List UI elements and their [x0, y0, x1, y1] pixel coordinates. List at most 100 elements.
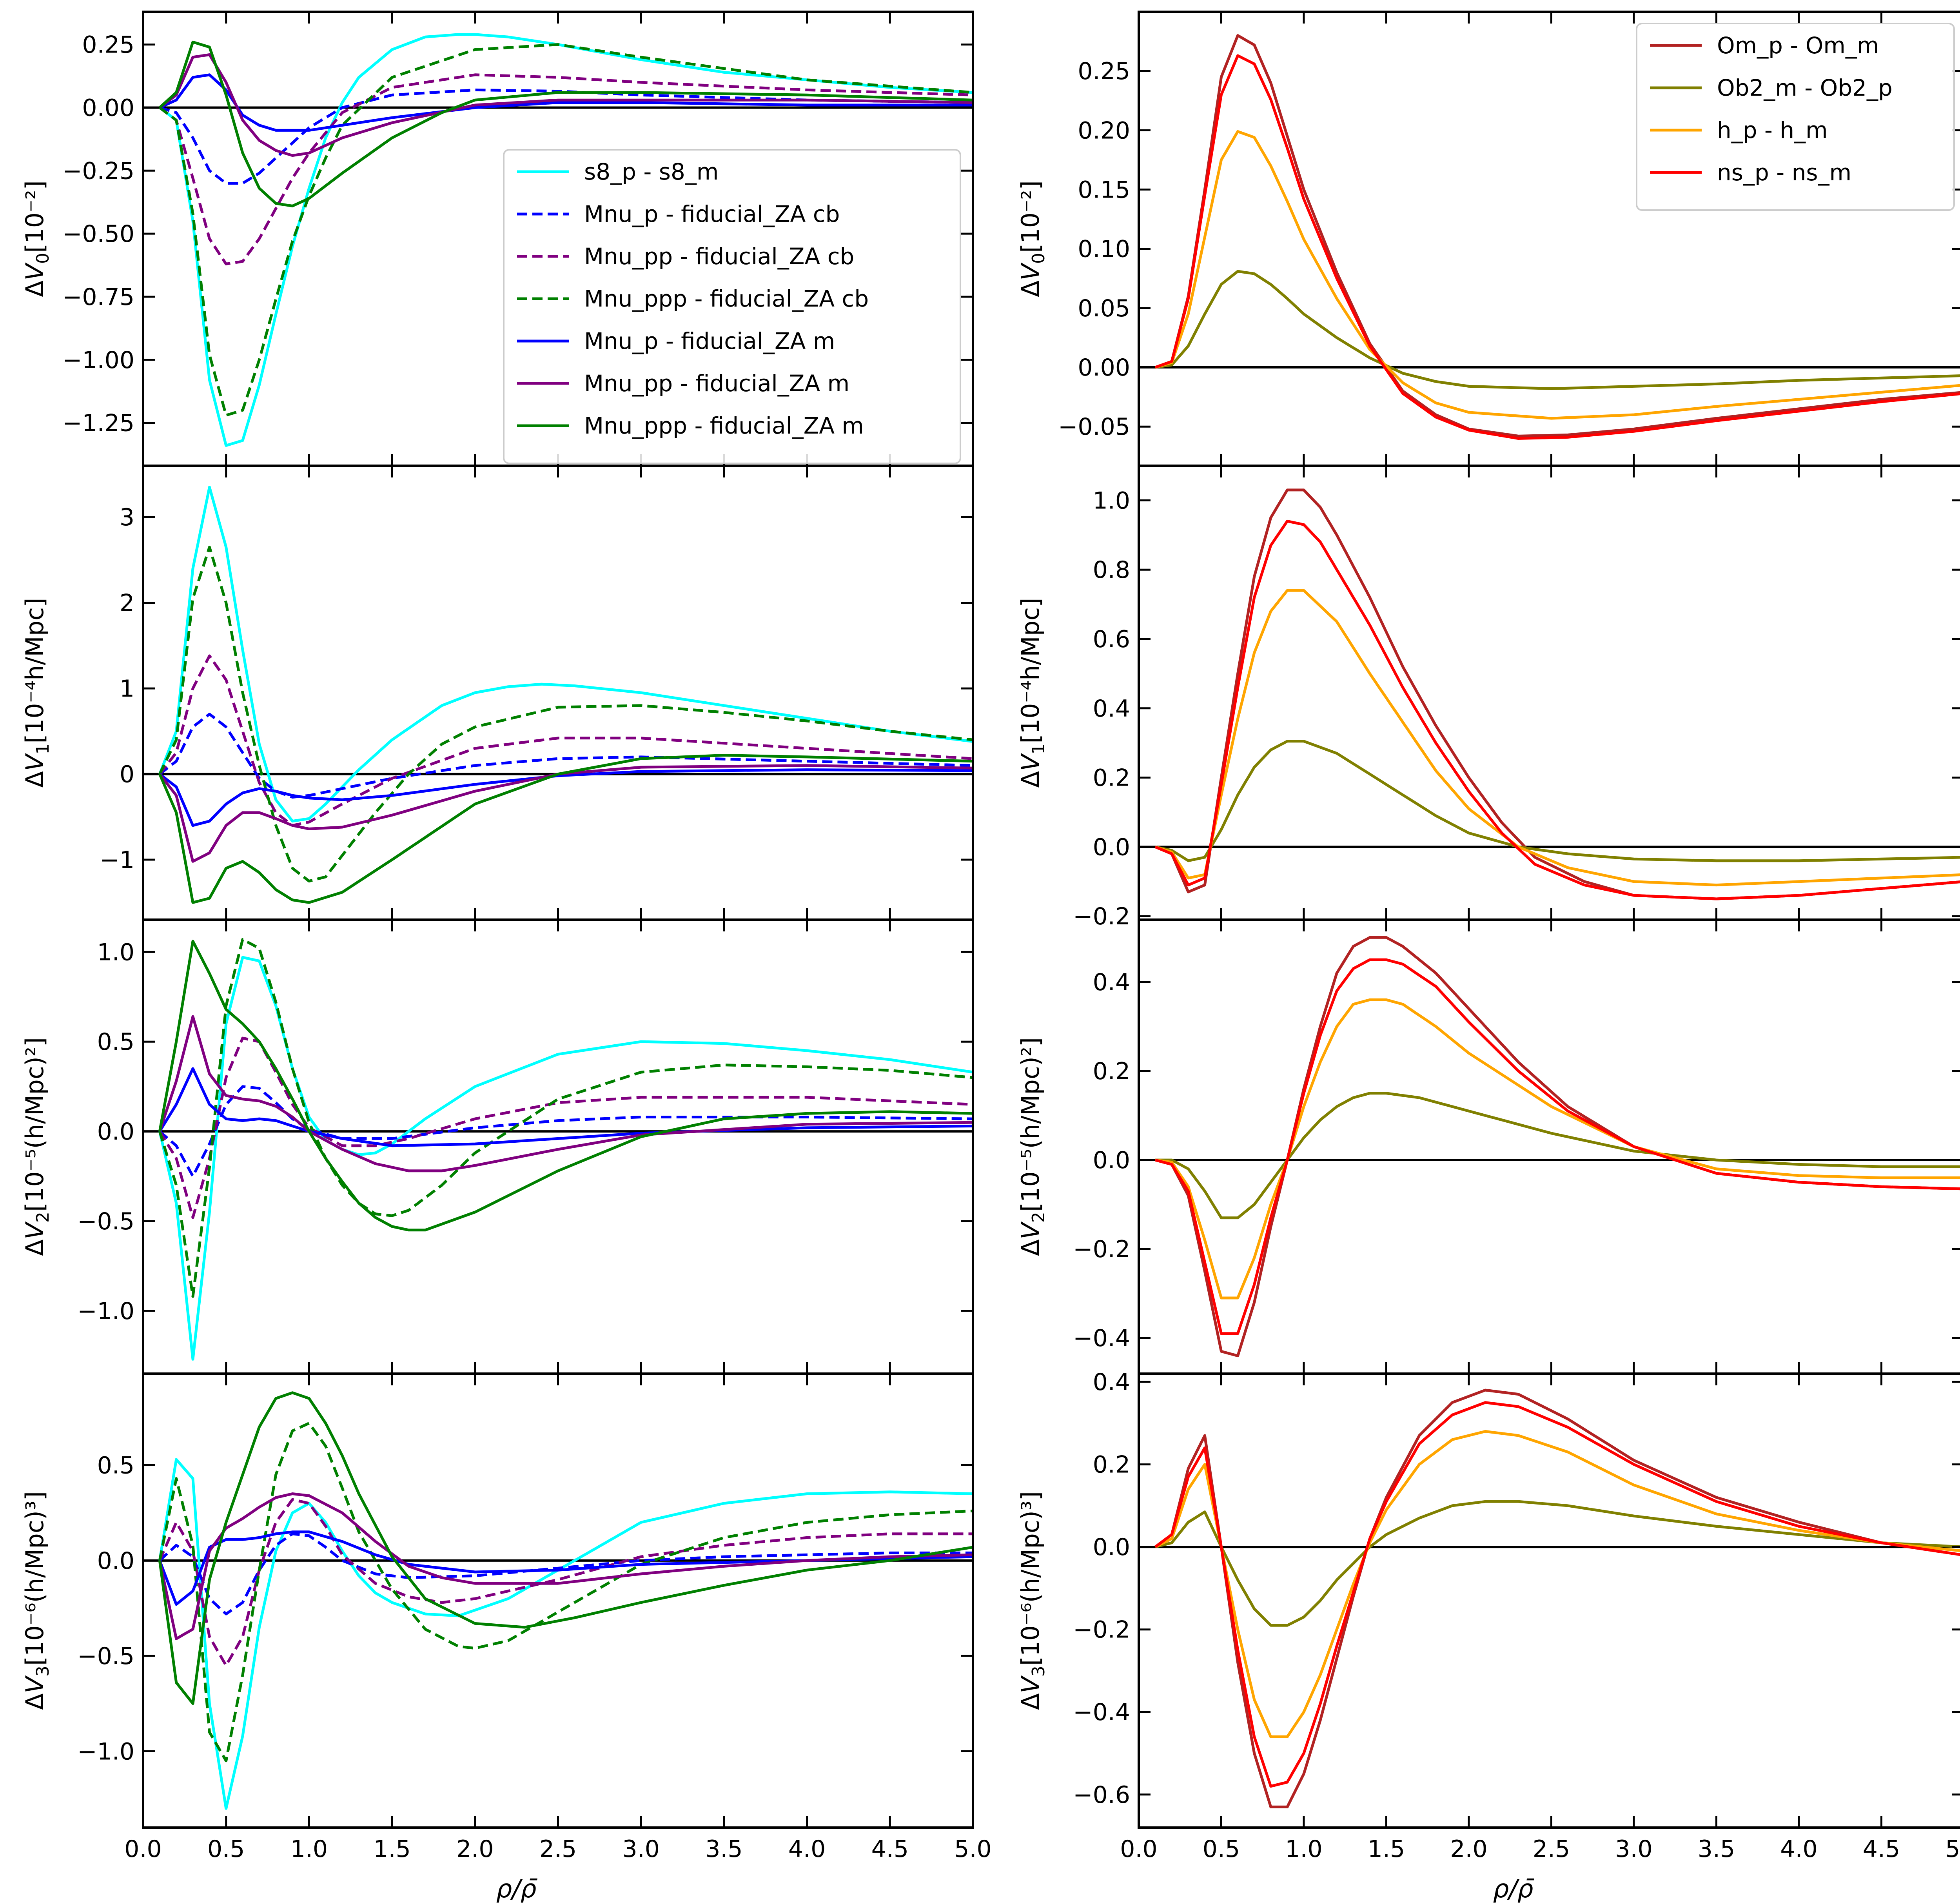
x-tick-label: 0.0 [1120, 1835, 1157, 1863]
legend-frame [1636, 23, 1955, 211]
series-line [159, 33, 973, 447]
x-tick-label: 1.5 [1368, 1835, 1405, 1863]
y-tick-label: 3 [120, 504, 134, 531]
y-tick-label: 0.4 [1093, 1369, 1130, 1396]
x-axis-label-left: ρ/ρ̄ [496, 1875, 538, 1904]
x-tick-label: 3.5 [1698, 1835, 1735, 1863]
series-line [158, 1532, 973, 1615]
x-tick-label: 2.5 [539, 1835, 577, 1863]
y-tick-label: 1.0 [1093, 487, 1130, 514]
legend-frame [503, 149, 961, 464]
x-tick-label: 4.0 [788, 1835, 826, 1863]
series-line [1155, 740, 1960, 862]
y-tick-label: 0.0 [1093, 833, 1130, 861]
series-line [159, 768, 973, 827]
y-axis-label: ΔV1[10⁻⁴h/Mpc] [1016, 598, 1049, 788]
y-tick-label: 0.5 [97, 1028, 134, 1056]
legend-label: Mnu_ppp - fiducial_ZA cb [584, 285, 869, 312]
y-tick-label: −0.05 [1058, 413, 1130, 441]
x-tick-label: 5.0 [1945, 1835, 1960, 1863]
y-tick-label: 0.2 [1093, 1451, 1130, 1479]
y-tick-label: 0.25 [82, 31, 134, 59]
y-tick-label: 0.05 [1078, 295, 1130, 322]
y-tick-label: 0.25 [1078, 58, 1130, 85]
series-line [1154, 54, 1960, 440]
x-tick-label: 0.5 [207, 1835, 245, 1863]
series-line [158, 754, 973, 904]
y-tick-label: −0.25 [62, 157, 134, 185]
series-group [1155, 936, 1960, 1358]
legend: Om_p - Om_m Ob2_m - Ob2_p h_p - h_m ns_p - … [1636, 23, 1955, 211]
legend-label: h_p - h_m [1717, 117, 1828, 143]
y-tick-label: 0.00 [82, 94, 134, 122]
y-tick-label: −1 [100, 846, 134, 874]
y-tick-label: −0.75 [62, 283, 134, 311]
panels: 0.250.00−0.25−0.50−0.75−1.00−1.25ΔV0[10⁻… [20, 11, 1960, 1863]
y-axis-label: ΔV0[10⁻²] [20, 180, 53, 297]
y-tick-label: −0.4 [1073, 1699, 1130, 1726]
x-tick-label: 2.0 [1450, 1835, 1487, 1863]
x-axis-label-right: ρ/ρ̄ [1493, 1875, 1535, 1904]
panel-right-v3: 0.0 0.5 1.0 1.5 2.0 2.5 3.0 3.5 4.0 4.5 5.0 0.4 0.2 0… [1016, 1369, 1960, 1863]
panel-right-v0: 0.25 0.20 0.15 0.10 0.05 0.00 −0.05 ΔV0[10⁻²] Om… [1016, 11, 1960, 467]
panel-left-v3: 0.0 0.5 1.0 1.5 2.0 2.5 3.0 3.5 4.0 4.5 5.0 0.5 0.0 −… [20, 1372, 992, 1863]
y-axis-label: ΔV3[10⁻⁶(h/Mpc)³] [20, 1491, 53, 1710]
y-tick-label: −1.0 [77, 1298, 134, 1325]
y-tick-label: 0.2 [1093, 1058, 1130, 1085]
series-line [158, 1067, 973, 1147]
x-tick-label: 4.5 [871, 1835, 909, 1863]
series-line [158, 1492, 973, 1640]
y-tick-label: 0.20 [1078, 117, 1130, 144]
y-tick-label: 0.00 [1078, 354, 1130, 381]
legend-label: ns_p - ns_m [1717, 159, 1851, 186]
y-tick-label: −1.25 [62, 410, 134, 437]
y-tick-label: 1 [120, 675, 134, 702]
series-line [158, 546, 973, 883]
series-group [158, 938, 973, 1361]
legend-label: Mnu_p - fiducial_ZA m [584, 328, 835, 354]
y-tick-label: −0.2 [1073, 903, 1130, 930]
series-line [1154, 1401, 1960, 1788]
series-line [159, 73, 973, 132]
y-tick-label: −0.5 [77, 1643, 134, 1670]
legend-label: Mnu_pp - fiducial_ZA cb [584, 243, 854, 270]
y-tick-label: 0.0 [1093, 1147, 1130, 1174]
y-tick-label: 0.4 [1093, 969, 1130, 996]
y-tick-label: 0.6 [1093, 626, 1130, 653]
y-axis-label: ΔV1[10⁻⁴h/Mpc] [20, 598, 53, 788]
legend-label: Mnu_p - fiducial_ZA cb [584, 201, 840, 227]
y-tick-label: 0.0 [1093, 1534, 1130, 1561]
panel-left-v0: 0.25 0.00 −0.25 −0.50 −0.75 −1.00 −1.25 ΔV0[10⁻… [20, 11, 974, 467]
series-line [158, 1422, 973, 1762]
series-line [159, 43, 973, 417]
series-group [158, 33, 973, 447]
series-line [1154, 519, 1960, 900]
x-tick-label: 4.5 [1863, 1835, 1900, 1863]
legend: s8_p - s8_m Mnu_p - fiducial_ZA cb Mnu_pp … [503, 149, 961, 464]
x-tick-label: 1.0 [290, 1835, 328, 1863]
series-line [158, 940, 973, 1232]
y-tick-label: −0.4 [1073, 1325, 1130, 1352]
y-tick-label: 1.0 [97, 938, 134, 966]
legend-label: Om_p - Om_m [1717, 32, 1879, 59]
y-tick-label: 2 [120, 590, 134, 617]
y-tick-label: 0.5 [97, 1452, 134, 1479]
series-line [158, 486, 973, 823]
x-tick-label: 2.5 [1533, 1835, 1570, 1863]
x-tick-label: 3.0 [622, 1835, 659, 1863]
x-tick-label: 3.5 [705, 1835, 742, 1863]
x-tick-label: 0.5 [1203, 1835, 1240, 1863]
y-tick-label: 0.10 [1078, 236, 1130, 263]
series-line [158, 40, 973, 207]
y-tick-label: −1.0 [77, 1738, 134, 1765]
x-tick-label: 2.0 [456, 1835, 494, 1863]
y-tick-label: −0.5 [77, 1208, 134, 1235]
series-line [158, 1391, 973, 1705]
legend-label: Ob2_m - Ob2_p [1717, 74, 1893, 101]
series-line [1155, 958, 1960, 1335]
y-tick-label: −0.6 [1073, 1781, 1130, 1809]
y-tick-label: −0.2 [1073, 1616, 1130, 1644]
series-group [1154, 1389, 1960, 1808]
x-tick-label: 3.0 [1615, 1835, 1652, 1863]
